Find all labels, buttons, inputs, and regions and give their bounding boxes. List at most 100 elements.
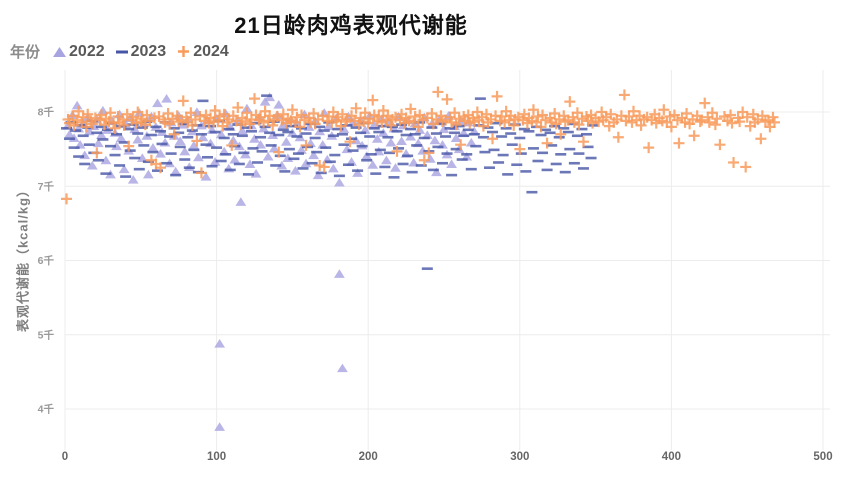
marker-2023 [435, 122, 447, 126]
marker-2022 [438, 124, 450, 134]
marker-2024 [267, 119, 279, 131]
marker-2024 [673, 137, 685, 149]
marker-2023 [388, 176, 400, 179]
marker-2023 [567, 122, 579, 126]
marker-2023 [532, 159, 544, 163]
marker-2024 [573, 119, 585, 131]
marker-2023 [306, 161, 318, 165]
marker-2023 [274, 154, 286, 158]
marker-2024 [391, 145, 403, 157]
marker-2023 [127, 123, 139, 126]
marker-2023 [493, 161, 505, 164]
legend-item-2023[interactable]: 2023 [115, 43, 166, 61]
marker-2023 [368, 127, 380, 130]
marker-2023 [282, 130, 294, 134]
marker-2022 [267, 130, 279, 140]
marker-2022 [227, 135, 239, 145]
marker-2024 [635, 119, 647, 131]
marker-2022 [118, 164, 130, 174]
marker-2023 [491, 121, 503, 125]
marker-2023 [405, 127, 417, 131]
marker-2024 [141, 109, 153, 121]
marker-2022 [333, 269, 345, 278]
marker-2023 [549, 124, 561, 128]
marker-2023 [252, 161, 264, 164]
marker-2023 [74, 124, 86, 127]
marker-2023 [77, 134, 89, 138]
marker-2022 [161, 94, 172, 103]
marker-2022 [290, 166, 301, 175]
marker-2022 [280, 137, 292, 146]
marker-2023 [440, 135, 452, 138]
marker-2023 [511, 163, 523, 167]
marker-2023 [356, 144, 368, 148]
marker-2023 [426, 126, 438, 129]
marker-2023 [585, 156, 597, 160]
marker-2024 [300, 139, 312, 151]
marker-2023 [535, 133, 547, 137]
marker-2024 [195, 167, 207, 179]
marker-2024 [711, 113, 723, 125]
marker-2023 [195, 132, 207, 136]
marker-2022 [86, 160, 98, 170]
marker-2024 [612, 131, 624, 143]
marker-2024 [86, 118, 98, 130]
marker-2022 [262, 151, 274, 161]
marker-2023 [100, 172, 112, 175]
y-axis-title: 表观代谢能（kcal/kg） [15, 182, 31, 333]
marker-2023 [200, 143, 212, 146]
marker-2022 [129, 124, 141, 134]
marker-2023 [279, 170, 291, 173]
marker-2023 [164, 135, 176, 138]
marker-2024 [564, 96, 576, 108]
marker-2023 [273, 133, 285, 137]
marker-2022 [188, 140, 200, 150]
marker-2023 [238, 151, 250, 155]
marker-2022 [318, 108, 330, 117]
marker-2023 [318, 129, 330, 132]
marker-2023 [165, 152, 177, 155]
marker-2022 [142, 169, 154, 179]
marker-2023 [453, 124, 465, 128]
marker-2024 [740, 161, 752, 173]
marker-2022 [179, 146, 191, 156]
marker-2023 [270, 164, 282, 167]
marker-2024 [643, 142, 655, 154]
legend-item-2022[interactable]: 2022 [52, 43, 105, 61]
marker-2023 [70, 129, 82, 132]
marker-2023 [259, 125, 271, 129]
chart-title: 21日龄肉鸡表观代谢能 [234, 13, 468, 38]
marker-2022 [380, 155, 392, 165]
marker-2024 [665, 121, 677, 133]
marker-2023 [79, 162, 91, 166]
marker-2024 [514, 143, 526, 155]
marker-2024 [350, 102, 362, 114]
marker-2023 [430, 132, 442, 135]
legend-title: 年份 [10, 44, 41, 61]
marker-2022 [136, 153, 148, 163]
marker-2023 [515, 152, 527, 155]
marker-2023 [183, 166, 195, 169]
marker-2023 [500, 127, 512, 130]
marker-2022 [209, 157, 221, 166]
marker-2023 [255, 135, 267, 139]
marker-2022 [152, 98, 163, 108]
marker-2023 [540, 128, 552, 132]
y-tick-label: 4千 [38, 403, 55, 416]
marker-2023 [393, 147, 405, 150]
marker-2023 [436, 161, 448, 165]
marker-2022 [235, 197, 247, 206]
marker-2023 [342, 163, 354, 167]
y-tick-label: 8千 [38, 106, 55, 119]
marker-2023 [211, 146, 223, 149]
marker-2023 [129, 156, 141, 160]
marker-2024 [706, 107, 718, 119]
marker-2023 [355, 131, 367, 135]
legend-item-2024[interactable]: 2024 [176, 43, 229, 61]
marker-2024 [121, 108, 133, 120]
marker-2023 [132, 132, 144, 135]
marker-2023 [571, 134, 583, 138]
marker-2024 [449, 107, 461, 119]
marker-2024 [571, 107, 583, 119]
marker-2024 [418, 154, 430, 166]
